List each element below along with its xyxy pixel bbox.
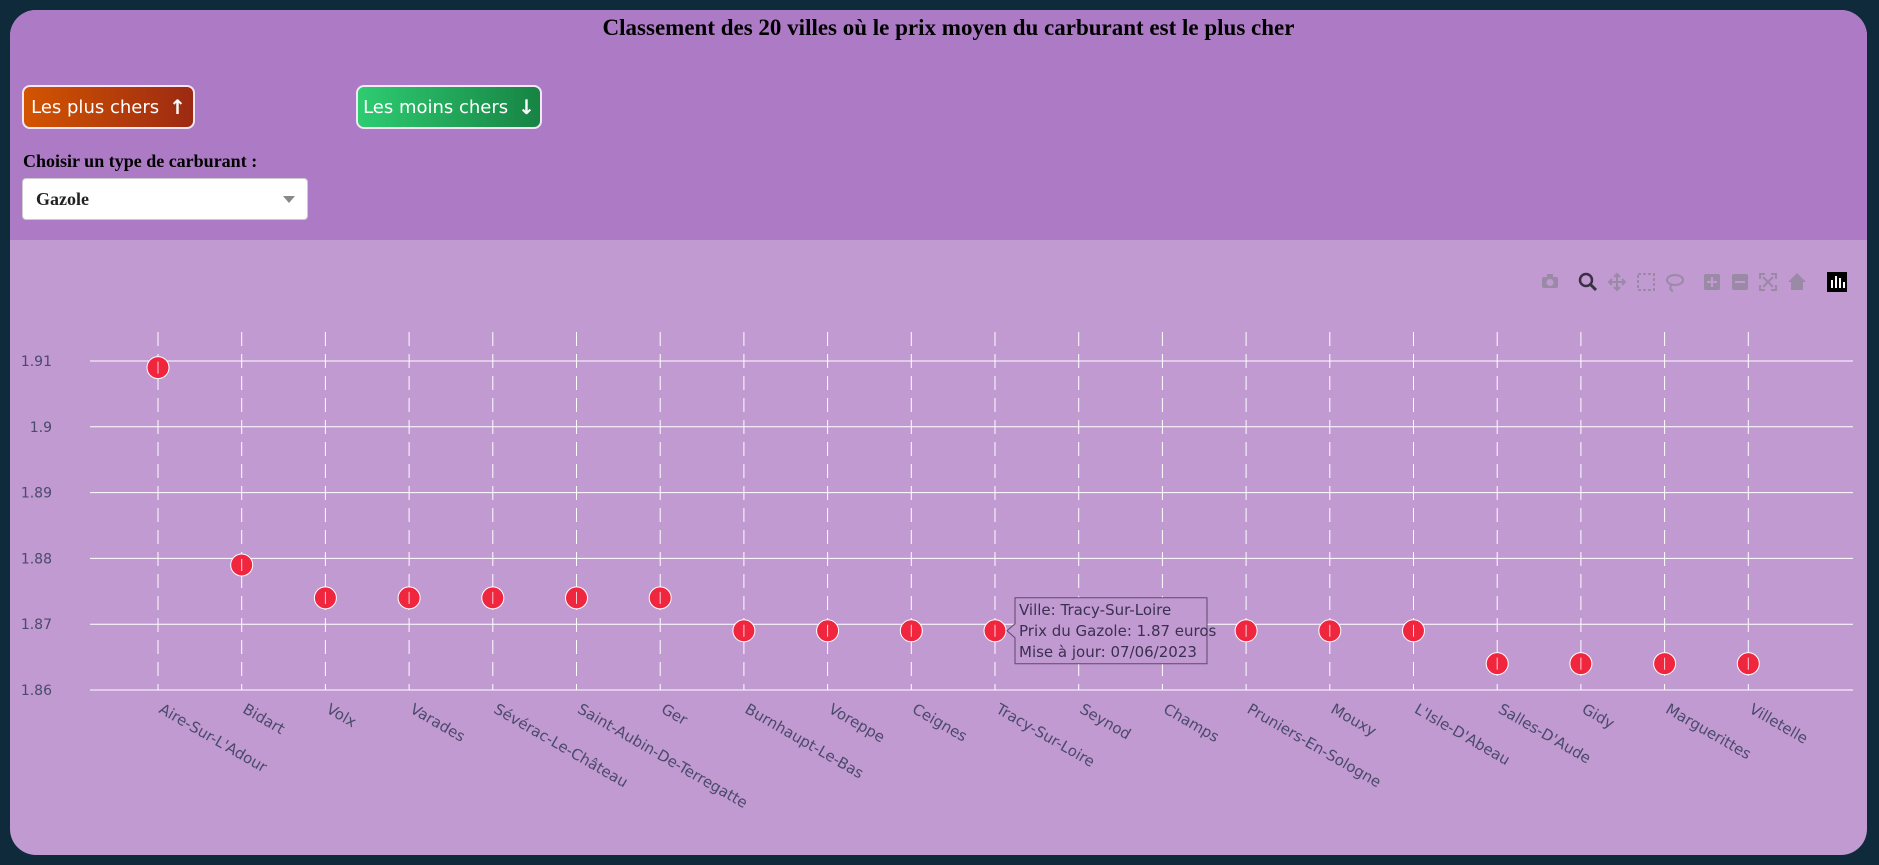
y-tick-label: 1.86 <box>21 683 52 699</box>
x-tick-label: Pruniers-En-Sologne <box>1244 700 1384 791</box>
fuel-type-value: Gazole <box>36 189 89 209</box>
x-tick-label: Voreppe <box>826 700 888 746</box>
y-tick-label: 1.91 <box>21 354 52 370</box>
pan-icon[interactable] <box>1607 272 1627 292</box>
data-point[interactable] <box>816 619 840 643</box>
data-point[interactable] <box>983 619 1007 643</box>
y-tick-label: 1.88 <box>21 551 52 567</box>
price-chart[interactable]: 1.861.871.881.891.91.91 Aire-Sur-L'Adour… <box>10 240 1867 855</box>
x-tick-label: Gidy <box>1579 700 1618 733</box>
autoscale-icon[interactable] <box>1759 273 1777 291</box>
data-point[interactable] <box>230 553 254 577</box>
lasso-icon[interactable] <box>1666 274 1684 292</box>
y-axis-ticks: 1.86 1.87 1.88 1.89 1.9 1.91 <box>21 354 52 699</box>
reset-axes-icon[interactable] <box>1788 273 1806 290</box>
camera-icon[interactable] <box>1542 274 1558 288</box>
least-expensive-button[interactable]: Les moins chers ↓ <box>356 85 542 129</box>
data-point[interactable] <box>1736 652 1760 676</box>
data-point[interactable] <box>565 586 588 610</box>
modebar <box>1542 272 1847 292</box>
data-point[interactable] <box>146 356 170 380</box>
zoom-icon[interactable] <box>1578 272 1598 292</box>
tooltip-box <box>1006 597 1208 665</box>
plotly-logo-icon[interactable] <box>1827 272 1847 292</box>
gridlines <box>90 332 1853 691</box>
chevron-down-icon <box>283 196 295 203</box>
tooltip-line: Mise à jour: 07/06/2023 <box>1019 643 1197 661</box>
zoom-out-icon[interactable] <box>1732 274 1748 290</box>
x-tick-label: Ger <box>658 700 691 730</box>
data-point[interactable] <box>1234 619 1258 643</box>
header-panel: Classement des 20 villes où le prix moye… <box>10 10 1867 240</box>
most-expensive-label: Les plus chers <box>31 96 160 118</box>
fuel-type-label: Choisir un type de carburant : <box>23 151 258 171</box>
data-point[interactable] <box>1318 619 1342 643</box>
data-point[interactable] <box>732 619 756 643</box>
y-tick-label: 1.89 <box>21 486 52 502</box>
fuel-type-select[interactable]: Gazole <box>22 178 308 220</box>
box-select-icon[interactable] <box>1637 273 1655 291</box>
x-tick-label: Varades <box>407 700 468 746</box>
data-point[interactable] <box>397 586 421 610</box>
data-point[interactable] <box>1569 652 1593 676</box>
data-point[interactable] <box>1402 619 1425 643</box>
x-tick-label: Ceignes <box>909 700 970 746</box>
data-point[interactable] <box>313 586 337 610</box>
x-tick-label: Volx <box>323 700 359 731</box>
y-tick-label: 1.9 <box>30 420 52 436</box>
arrow-up-icon: ↑ <box>169 95 186 119</box>
data-point[interactable] <box>1653 652 1677 676</box>
x-tick-label: Villetelle <box>1746 700 1811 748</box>
least-expensive-label: Les moins chers <box>363 96 509 118</box>
tooltip-line: Prix du Gazole: 1.87 euros <box>1019 622 1217 640</box>
x-tick-label: Champs <box>1160 700 1222 746</box>
data-points <box>146 356 1760 676</box>
x-tick-label: Bidart <box>240 700 288 738</box>
x-tick-label: Mouxy <box>1328 700 1380 740</box>
tooltip-line: Ville: Tracy-Sur-Loire <box>1019 601 1171 619</box>
data-point[interactable] <box>481 586 505 610</box>
data-point[interactable] <box>648 586 672 610</box>
x-tick-label: Sévérac-Le-Château <box>491 700 631 791</box>
hover-tooltip: Ville: Tracy-Sur-Loire Prix du Gazole: 1.… <box>1006 597 1217 665</box>
page-title: Classement des 20 villes où le prix moye… <box>602 15 1295 40</box>
data-point[interactable] <box>1485 652 1509 676</box>
data-point[interactable] <box>899 619 923 643</box>
app-frame: Classement des 20 villes où le prix moye… <box>10 10 1867 855</box>
x-tick-label: Marguerittes <box>1663 700 1755 763</box>
zoom-in-icon[interactable] <box>1704 274 1720 290</box>
arrow-down-icon: ↓ <box>518 95 535 119</box>
x-tick-label: Seynod <box>1077 700 1134 744</box>
y-tick-label: 1.87 <box>21 617 52 633</box>
most-expensive-button[interactable]: Les plus chers ↑ <box>22 85 195 129</box>
